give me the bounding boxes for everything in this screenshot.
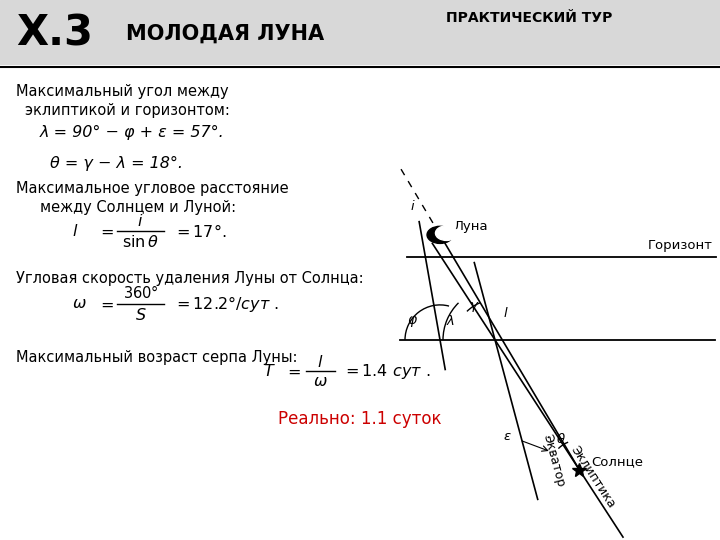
Circle shape xyxy=(436,226,457,240)
Text: Луна: Луна xyxy=(454,220,489,233)
Text: Горизонт: Горизонт xyxy=(648,239,713,252)
Circle shape xyxy=(427,226,453,244)
Text: $= 12.2° / сут\ .$: $= 12.2° / сут\ .$ xyxy=(173,294,279,314)
Text: θ: θ xyxy=(557,433,564,446)
Text: $= 17°.$: $= 17°.$ xyxy=(173,222,226,240)
Text: эклиптикой и горизонтом:: эклиптикой и горизонтом: xyxy=(25,103,230,118)
Text: Реально: 1.1 суток: Реально: 1.1 суток xyxy=(278,410,442,428)
Text: $S$: $S$ xyxy=(135,307,146,323)
Text: γ: γ xyxy=(469,299,477,313)
Text: $360°$: $360°$ xyxy=(122,285,158,301)
Text: между Солнцем и Луной:: между Солнцем и Луной: xyxy=(40,200,235,215)
Text: Экватор: Экватор xyxy=(540,433,567,489)
Text: $= 1.4\ сут\ .$: $= 1.4\ сут\ .$ xyxy=(342,362,431,381)
Text: МОЛОДАЯ ЛУНА: МОЛОДАЯ ЛУНА xyxy=(126,24,324,44)
Text: $l$: $l$ xyxy=(318,354,323,370)
Text: $ω$: $ω$ xyxy=(313,374,328,389)
Text: Максимальное угловое расстояние: Максимальное угловое расстояние xyxy=(16,181,289,196)
Text: Максимальный угол между: Максимальный угол между xyxy=(16,84,228,99)
Text: $=$: $=$ xyxy=(284,364,301,379)
Text: ПРАКТИЧЕСКИЙ ТУР: ПРАКТИЧЕСКИЙ ТУР xyxy=(446,11,613,25)
Text: $i$: $i$ xyxy=(138,213,143,228)
Text: Х.3: Х.3 xyxy=(16,13,93,55)
Text: λ = 90° − φ + ε = 57°.: λ = 90° − φ + ε = 57°. xyxy=(40,125,225,140)
Text: $=$: $=$ xyxy=(97,224,114,239)
Text: Солнце: Солнце xyxy=(591,455,644,469)
Text: i: i xyxy=(410,200,414,213)
Text: $=$: $=$ xyxy=(97,296,114,312)
Text: ε: ε xyxy=(504,430,511,443)
Text: l: l xyxy=(503,307,507,320)
Text: λ: λ xyxy=(447,315,455,328)
Text: φ: φ xyxy=(408,313,417,327)
Text: $l$: $l$ xyxy=(72,223,78,239)
Text: $T$: $T$ xyxy=(263,363,276,379)
Text: $ω$: $ω$ xyxy=(72,296,86,312)
Text: Максимальный возраст серпа Луны:: Максимальный возраст серпа Луны: xyxy=(16,350,297,365)
Text: Эклиптика: Эклиптика xyxy=(567,444,618,511)
Text: Угловая скорость удаления Луны от Солнца:: Угловая скорость удаления Луны от Солнца… xyxy=(16,271,364,286)
Text: θ = γ − λ = 18°.: θ = γ − λ = 18°. xyxy=(50,156,184,171)
Text: $\sin\theta$: $\sin\theta$ xyxy=(122,234,159,249)
